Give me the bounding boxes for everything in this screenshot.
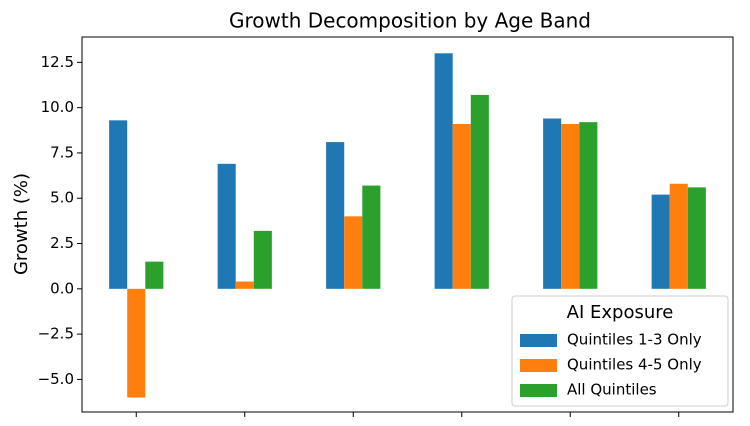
y-tick-label: −2.5 (38, 325, 74, 343)
bar (362, 185, 381, 289)
bar (543, 118, 562, 289)
bar (127, 288, 146, 398)
y-tick-label: 12.5 (41, 53, 74, 71)
y-axis-label: Growth (%) (11, 173, 32, 275)
y-tick-label: 7.5 (50, 143, 74, 161)
bar (145, 261, 164, 289)
bar (253, 230, 272, 289)
legend-label: Quintiles 4-5 Only (567, 356, 702, 374)
y-tick-label: 10.0 (41, 98, 74, 116)
bar (651, 194, 670, 289)
bar (326, 142, 345, 289)
legend-label: Quintiles 1-3 Only (567, 331, 702, 349)
legend-label: All Quintiles (567, 381, 657, 399)
bar (217, 163, 236, 289)
legend-swatch (520, 384, 557, 397)
legend-title: AI Exposure (567, 302, 674, 323)
bar (434, 53, 453, 289)
bar (687, 187, 706, 289)
bar (561, 123, 580, 289)
y-tick-label: 2.5 (50, 234, 74, 252)
bar (344, 216, 363, 289)
y-tick-label: −5.0 (38, 370, 74, 388)
legend-swatch (520, 334, 557, 347)
y-tick-label: 5.0 (50, 189, 74, 207)
plot-frame (81, 36, 734, 413)
chart-title: Growth Decomposition by Age Band (229, 9, 591, 33)
legend-swatch (520, 359, 557, 372)
bar (109, 120, 128, 289)
bar (669, 183, 688, 289)
bar (452, 123, 471, 289)
legend-box (511, 295, 729, 407)
y-tick-label: 0.0 (50, 279, 74, 297)
bar (470, 94, 489, 289)
bar (579, 122, 598, 289)
bar (235, 281, 254, 289)
